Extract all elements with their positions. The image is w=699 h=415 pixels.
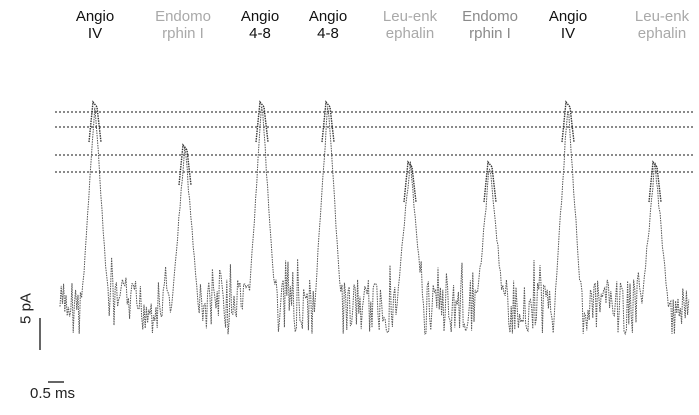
- event-peak-5: [403, 160, 417, 203]
- current-scale-label: 5 pA: [17, 293, 35, 324]
- time-scale-label: 0.5 ms: [30, 385, 76, 402]
- event-label-8: Leu-enk ephalin: [634, 8, 690, 42]
- event-peak-8: [648, 160, 662, 203]
- current-trace-series: [59, 106, 690, 336]
- event-peak-4: [321, 100, 335, 143]
- event-label-6: Endomo rphin I: [462, 8, 518, 42]
- event-label-4: Angio 4-8: [308, 8, 348, 42]
- event-peak-3: [255, 100, 269, 143]
- event-label-5: Leu-enk ephalin: [382, 8, 438, 42]
- event-label-2: Endomo rphin I: [155, 8, 211, 42]
- event-label-7: Angio IV: [548, 8, 588, 42]
- event-label-1: Angio IV: [75, 8, 115, 42]
- event-peak-1: [88, 100, 102, 143]
- event-peak-6: [483, 160, 497, 203]
- event-peak-7: [561, 100, 575, 143]
- event-peak-2: [178, 143, 192, 186]
- event-label-3: Angio 4-8: [240, 8, 280, 42]
